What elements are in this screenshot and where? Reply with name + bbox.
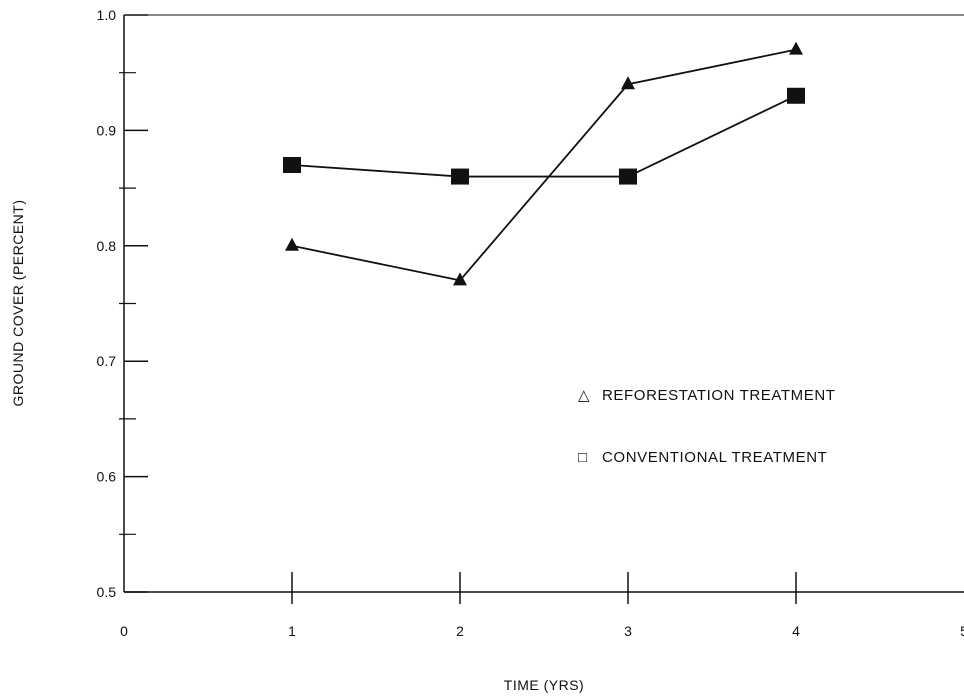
y-tick-label: 0.7 — [97, 353, 117, 369]
data-point-square — [451, 168, 469, 185]
y-tick-label: 1.0 — [97, 7, 117, 23]
data-point-square — [283, 157, 301, 174]
legend-symbol-triangle: △ — [578, 387, 590, 404]
x-axis-ticks: 0 1 2 3 4 5 — [120, 572, 964, 639]
data-point-triangle — [453, 272, 467, 286]
legend-item-conventional: □ CONVENTIONAL TREATMENT — [578, 449, 827, 466]
x-tick-label: 2 — [456, 623, 464, 639]
legend-label-conventional: CONVENTIONAL TREATMENT — [602, 449, 827, 466]
y-tick-label: 0.9 — [97, 122, 117, 138]
series-line-square — [291, 94, 797, 178]
y-tick-label: 0.8 — [97, 238, 117, 254]
data-point-square — [787, 87, 805, 104]
y-tick-label: 0.6 — [97, 469, 117, 485]
legend: △ REFORESTATION TREATMENT □ CONVENTIONAL… — [578, 387, 836, 466]
legend-item-reforestation: △ REFORESTATION TREATMENT — [578, 387, 836, 404]
data-point-triangle — [285, 237, 299, 251]
y-axis-title: GROUND COVER (PERCENT) — [10, 199, 26, 406]
x-tick-label: 5 — [960, 623, 964, 639]
legend-label-reforestation: REFORESTATION TREATMENT — [602, 387, 836, 404]
y-tick-label: 0.5 — [97, 584, 117, 600]
x-axis-title: TIME (YRS) — [504, 677, 584, 693]
data-point-square — [619, 168, 637, 185]
x-tick-label: 3 — [624, 623, 632, 639]
data-point-triangle — [789, 41, 803, 55]
x-tick-label: 4 — [792, 623, 800, 639]
series-layer — [283, 41, 805, 286]
legend-symbol-square: □ — [578, 449, 588, 466]
x-tick-label: 1 — [288, 623, 296, 639]
data-point-triangle — [621, 76, 635, 90]
y-axis-ticks: 0.5 0.6 0.7 0.8 0.9 1.0 — [97, 7, 148, 600]
plot-frame — [123, 14, 964, 593]
series-line-triangle — [291, 48, 797, 282]
x-tick-label: 0 — [120, 623, 128, 639]
